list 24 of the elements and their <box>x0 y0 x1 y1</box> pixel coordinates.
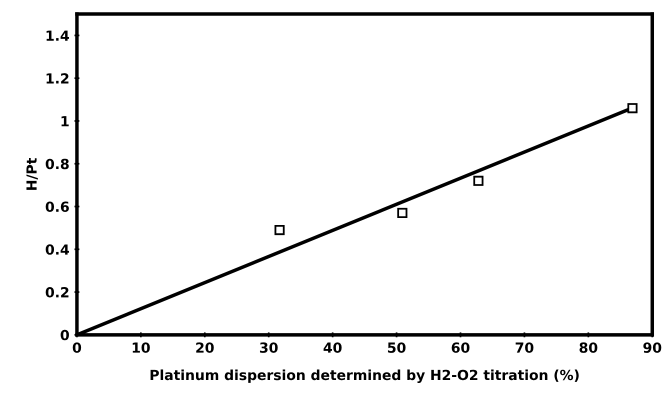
y-axis-title: H/Pt <box>26 158 38 190</box>
x-tick-label: 40 <box>324 342 342 353</box>
x-tick-label: 30 <box>260 342 278 353</box>
y-tick-label: 0.6 <box>46 201 69 212</box>
y-tick-label: 0 <box>60 330 69 340</box>
x-tick-label: 20 <box>196 342 214 353</box>
x-tick-label: 0 <box>72 342 82 353</box>
x-tick-label: 60 <box>452 342 470 353</box>
y-tick-label: 0.8 <box>46 158 69 170</box>
point <box>627 103 638 114</box>
x-tick-label: 90 <box>643 342 662 353</box>
x-tick-label: 10 <box>132 342 150 353</box>
y-tick-label: 1.4 <box>46 30 70 41</box>
y-tick-label: 0.4 <box>46 244 70 255</box>
x-tick-label: 50 <box>388 342 406 353</box>
y-tick-label: 1 <box>62 116 69 126</box>
point <box>397 208 408 218</box>
point <box>473 176 484 186</box>
x-axis-title: Platinum dispersion determined by H2-O2 titration (%) <box>150 369 579 384</box>
y-tick-label: 1.2 <box>46 73 68 84</box>
point <box>274 224 285 236</box>
y-tick-label: 0.2 <box>46 287 68 298</box>
x-tick-label: 80 <box>580 342 598 353</box>
x-tick-label: 70 <box>516 342 534 353</box>
